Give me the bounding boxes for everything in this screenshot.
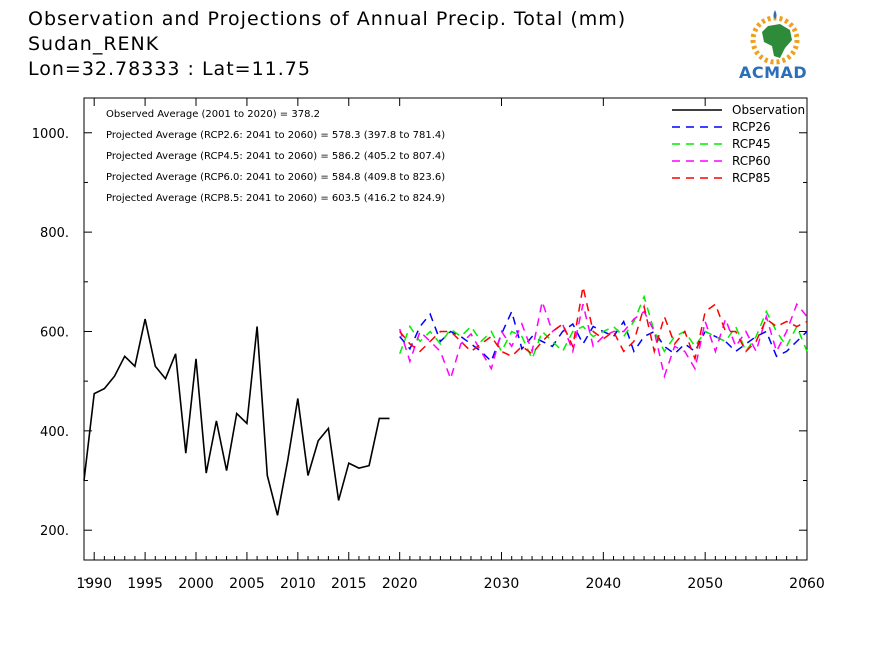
legend-label-rcp85: RCP85 bbox=[732, 171, 771, 185]
y-tick-label: 600. bbox=[40, 325, 69, 340]
x-tick-label: 2015 bbox=[331, 576, 367, 592]
y-tick-label: 800. bbox=[40, 226, 69, 241]
series-rcp85 bbox=[399, 286, 808, 362]
annotation-line: Observed Average (2001 to 2020) = 378.2 bbox=[106, 109, 320, 120]
x-tick-label: 2040 bbox=[586, 576, 622, 592]
x-tick-label: 1995 bbox=[127, 576, 163, 592]
x-tick-label: 2010 bbox=[280, 576, 316, 592]
x-tick-label: 2060 bbox=[789, 576, 825, 592]
acmad-logo bbox=[750, 10, 800, 65]
chart-title: Observation and Projections of Annual Pr… bbox=[28, 8, 627, 30]
chart-location: Sudan_RENK bbox=[28, 33, 160, 55]
series-observation bbox=[83, 318, 390, 516]
legend-label-rcp26: RCP26 bbox=[732, 120, 771, 134]
acmad-logo-text: ACMAD bbox=[739, 63, 808, 82]
series-rcp45 bbox=[398, 294, 808, 361]
x-tick-label: 2030 bbox=[484, 576, 520, 592]
series-rcp60 bbox=[398, 298, 808, 382]
annotation-line: Projected Average (RCP8.5: 2041 to 2060)… bbox=[106, 193, 445, 204]
x-tick-label: 2020 bbox=[382, 576, 418, 592]
x-tick-label: 2000 bbox=[178, 576, 214, 592]
y-tick-label: 1000. bbox=[32, 127, 69, 142]
annotation-line: Projected Average (RCP2.6: 2041 to 2060)… bbox=[106, 130, 445, 141]
plot-frame bbox=[83, 97, 808, 561]
y-tick-label: 400. bbox=[40, 425, 69, 440]
x-tick-label: 2050 bbox=[687, 576, 723, 592]
x-tick-label: 1990 bbox=[76, 576, 112, 592]
series-rcp26 bbox=[399, 309, 808, 363]
x-tick-label: 2005 bbox=[229, 576, 265, 592]
legend-label-rcp45: RCP45 bbox=[732, 137, 771, 151]
legend-label-observation: Observation bbox=[732, 103, 805, 117]
legend-label-rcp60: RCP60 bbox=[732, 154, 771, 168]
annotation-line: Projected Average (RCP4.5: 2041 to 2060)… bbox=[106, 151, 445, 162]
chart-coordinates: Lon=32.78333 : Lat=11.75 bbox=[28, 58, 311, 80]
y-tick-label: 200. bbox=[40, 524, 69, 539]
annotation-line: Projected Average (RCP6.0: 2041 to 2060)… bbox=[106, 172, 445, 183]
